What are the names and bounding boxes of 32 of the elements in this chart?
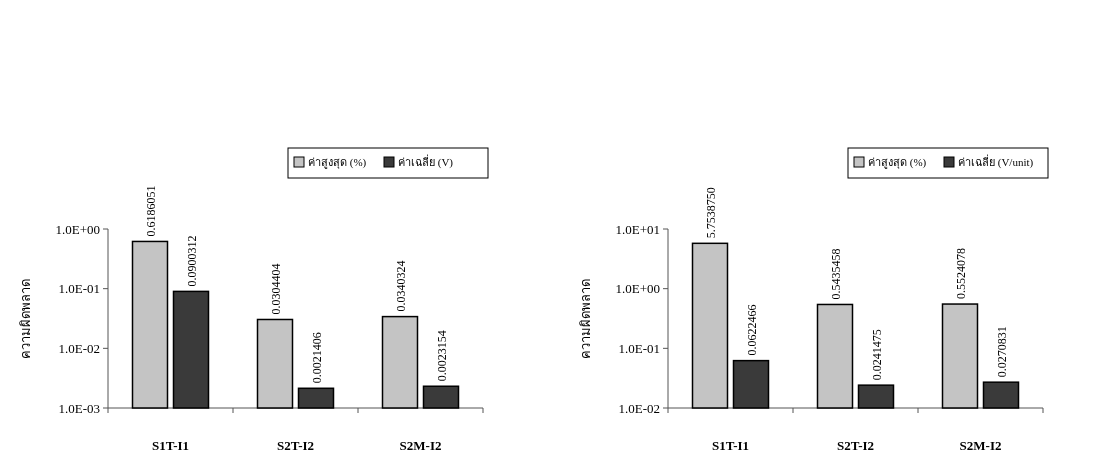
data-label: 0.0622466 [745,304,759,356]
data-label: 5.7538750 [704,187,718,239]
x-tick-label: S2M-I2 [959,438,1002,453]
data-label: 0.0304404 [269,263,283,315]
y-tick-label: 1.0E-02 [618,400,660,416]
y-axis-title: ความผิดพลาด [578,278,593,359]
data-label: 0.0270831 [995,326,1009,378]
legend-label: ค่าสูงสุด (%) [868,156,927,169]
data-label: 0.0021406 [310,332,324,384]
y-axis-title: ความผิดพลาด [18,278,33,359]
x-tick-label: S1T-I1 [711,438,750,453]
y-tick-label: 1.0E-01 [58,281,100,297]
data-label: 0.0023154 [435,330,449,382]
data-label: 0.0241475 [870,329,884,381]
data-label: 0.0340324 [394,260,408,312]
legend-label: ค่าสูงสุด (%) [308,156,367,169]
x-tick-label: S1T-I1 [151,438,190,453]
x-tick-label: S2T-I2 [276,438,315,453]
x-tick-label: S2M-I2 [399,438,442,453]
y-tick-label: 1.0E-02 [58,340,100,356]
y-tick-label: 1.0E+01 [615,221,660,237]
x-tick-label: S2T-I2 [836,438,875,453]
data-label: 0.0900312 [185,235,199,287]
data-label: 0.5524078 [954,248,968,300]
y-tick-label: 1.0E+00 [615,281,660,297]
data-label: 0.5435458 [829,248,843,300]
y-tick-label: 1.0E-03 [58,400,100,416]
y-tick-label: 1.0E+00 [55,221,100,237]
legend-label: ค่าเฉลี่ย (V/unit) [958,154,1034,169]
data-label: 0.6186051 [144,185,158,237]
legend-label: ค่าเฉลี่ย (V) [398,154,454,169]
y-tick-label: 1.0E-01 [618,340,660,356]
